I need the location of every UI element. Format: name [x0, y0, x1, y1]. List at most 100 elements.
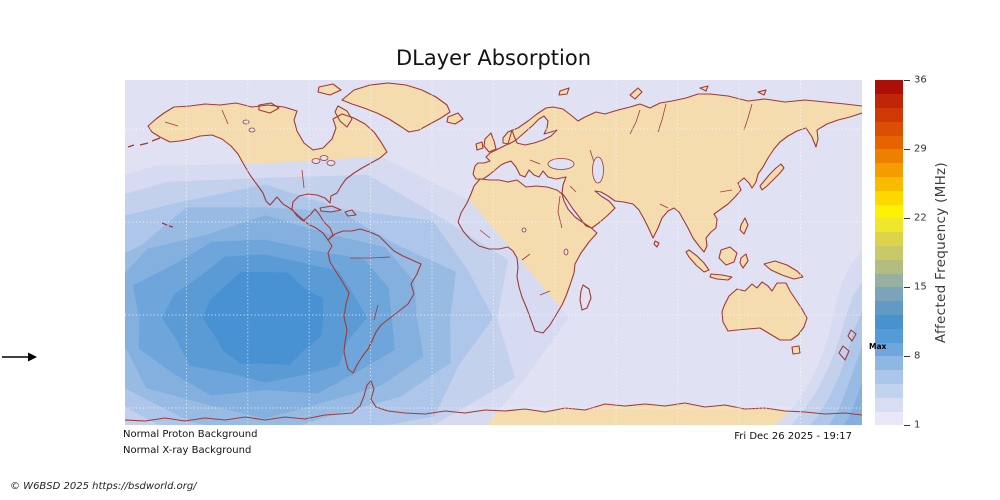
colorbar-tick-mark-15 — [904, 287, 910, 288]
colorbar-segment-24 — [875, 93, 903, 109]
antarctica-fill — [125, 381, 862, 425]
colorbar-segment-11 — [875, 273, 903, 288]
river-line-13 — [539, 290, 551, 296]
colorbar-tick-label-1: 1 — [914, 419, 921, 431]
max-frequency-label: Max — [869, 342, 887, 351]
japan-coastline — [759, 163, 785, 191]
colorbar-tick-label-22: 22 — [914, 212, 927, 224]
caspian-sea — [592, 156, 604, 184]
australia-fill — [722, 282, 807, 340]
colorbar-segment-4 — [875, 369, 903, 385]
philippines-fill — [740, 218, 748, 234]
ellesmere-island-coastline — [317, 83, 342, 96]
river-line-1 — [629, 109, 641, 135]
lake-erie-ontario — [326, 160, 336, 166]
new-zealand-south-coastline — [838, 345, 850, 361]
sri-lanka-coastline — [653, 240, 660, 248]
river-line-11 — [557, 195, 563, 229]
colorbar-segment-25 — [875, 80, 903, 95]
svalbard-coastline — [558, 87, 570, 96]
new-guinea-coastline — [763, 260, 804, 280]
new-siberian-islands-coastline — [757, 89, 767, 96]
island-mark-2 — [168, 225, 174, 228]
lake-huron — [319, 155, 329, 161]
colorbar-segment-20 — [875, 149, 903, 164]
iceland-coastline — [446, 112, 464, 125]
lake-chad — [521, 227, 527, 233]
sumatra-fill — [686, 250, 709, 272]
proton-background-status: Normal Proton Background — [123, 429, 258, 440]
tasmania-coastline — [791, 345, 801, 355]
river-line-3 — [743, 103, 753, 131]
absorption-contour-level-8 — [202, 271, 324, 365]
ireland-coastline — [475, 141, 484, 151]
eurasia-coastline — [472, 93, 862, 253]
colorbar-segment-7 — [875, 328, 903, 343]
colorbar-segment-9 — [875, 300, 903, 316]
xray-background-status: Normal X-ray Background — [123, 445, 252, 456]
colorbar-tick-mark-8 — [904, 356, 910, 357]
madagascar-coastline — [579, 284, 592, 311]
hispaniola-coastline — [344, 209, 357, 217]
severnaya-zemlya-coastline — [699, 85, 709, 92]
sumatra-coastline — [685, 249, 710, 273]
black-sea — [547, 158, 575, 170]
river-line-7 — [164, 121, 179, 127]
philippines-coastline — [739, 217, 749, 235]
river-line-10 — [521, 253, 531, 261]
novaya-zemlya-fill — [630, 88, 642, 99]
antarctica-coastline — [125, 380, 862, 422]
lake-victoria — [563, 248, 569, 256]
island-mark-1 — [161, 222, 168, 226]
australia-coastline — [721, 281, 808, 341]
river-line-2 — [657, 103, 667, 133]
island-mark-3 — [127, 144, 135, 148]
baffin-island-coastline — [334, 105, 353, 128]
colorbar-segment-14 — [875, 231, 903, 247]
colorbar-tick-mark-22 — [904, 218, 910, 219]
island-mark-4 — [139, 142, 149, 146]
colorbar-tick-label-29: 29 — [914, 143, 927, 155]
river-line-4 — [589, 149, 595, 163]
great-bear-lake — [242, 119, 250, 125]
colorbar-segment-17 — [875, 190, 903, 205]
colorbar-tick-label-15: 15 — [914, 281, 927, 293]
colorbar-tick-mark-36 — [904, 80, 910, 81]
colorbar-segment-10 — [875, 287, 903, 302]
colorbar-segment-16 — [875, 204, 903, 219]
page-title: DLayer Absorption — [395, 46, 592, 70]
river-line-6 — [301, 169, 305, 189]
river-line-14 — [659, 203, 669, 209]
colorbar-tick-mark-29 — [904, 149, 910, 150]
island-mark-5 — [151, 137, 161, 142]
colorbar-segment-2 — [875, 397, 903, 412]
borneo-fill — [719, 247, 737, 265]
great-britain-coastline — [483, 132, 497, 153]
borneo-coastline — [718, 246, 738, 266]
colorbar-segment-13 — [875, 245, 903, 260]
lake-superior — [311, 158, 321, 164]
cuba-coastline — [319, 205, 342, 213]
colorbar-axis-label-text: Affected Frequency (MHz) — [933, 161, 949, 344]
colorbar-axis-label: Affected Frequency (MHz) — [928, 80, 954, 425]
colorbar-segment-12 — [875, 259, 903, 274]
colorbar-segment-18 — [875, 176, 903, 191]
colorbar-segment-5 — [875, 356, 903, 371]
river-line-5 — [221, 109, 229, 125]
colorbar-tick-label-8: 8 — [914, 350, 921, 362]
river-line-17 — [569, 185, 577, 193]
colorbar-segment-22 — [875, 121, 903, 136]
colorbar-segment-8 — [875, 314, 903, 329]
svalbard-fill — [559, 88, 569, 95]
colorbar-segment-19 — [875, 162, 903, 178]
south-america-coastline — [327, 228, 422, 374]
colorbar-segment-23 — [875, 107, 903, 122]
timestamp: Fri Dec 26 2025 - 19:17 — [734, 431, 852, 442]
novaya-zemlya-coastline — [629, 87, 643, 100]
java-coastline — [709, 273, 733, 281]
river-line-16 — [529, 159, 541, 165]
river-line-9 — [373, 304, 379, 321]
max-frequency-arrow-icon — [2, 352, 37, 362]
colorbar-tick-mark-1 — [904, 425, 910, 426]
